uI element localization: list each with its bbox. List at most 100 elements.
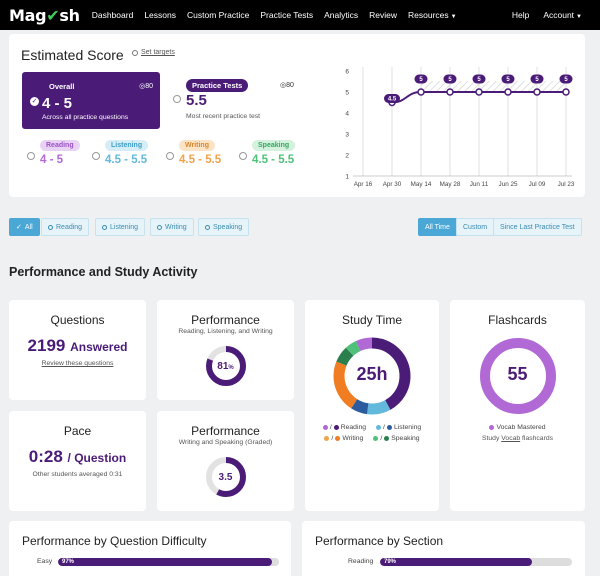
skill-radio[interactable]: [92, 152, 100, 160]
overall-label: Overall: [49, 82, 75, 91]
skill-pill: Listening: [105, 140, 149, 151]
score-point[interactable]: [475, 88, 483, 96]
bar-track: 79%: [380, 558, 572, 566]
section-perf-card: Performance by Section Reading 79%: [302, 521, 585, 576]
performance-ws-card: Performance Writing and Speaking (Graded…: [157, 411, 294, 511]
flashcards-value: 55: [507, 364, 528, 384]
chevron-down-icon: ▼: [450, 14, 457, 20]
filter-listening[interactable]: Listening: [95, 218, 146, 236]
x-tick-label: Apr 30: [383, 181, 402, 188]
performance-ws-value: 3.5: [218, 472, 233, 483]
study-time-title: Study Time: [341, 313, 403, 327]
y-tick-label: 1: [345, 174, 349, 181]
performance-title: Performance: [191, 313, 260, 327]
performance-sub: Reading, Listening, and Writing: [178, 328, 273, 335]
by-section-title: Performance by Section: [315, 534, 444, 548]
point-label-bg: [472, 74, 486, 84]
time-since-last-test[interactable]: Since Last Practice Test: [493, 218, 582, 236]
filter-all[interactable]: ✓ All: [9, 218, 40, 236]
questions-card: Questions 2199 Answered Review these que…: [9, 300, 146, 400]
point-label-bg: [384, 94, 400, 103]
nav-practice-tests[interactable]: Practice Tests: [260, 10, 314, 20]
score-point[interactable]: [562, 88, 570, 96]
pace-sub: Other students averaged 0:31: [32, 471, 123, 478]
legend-listening: / Listening: [376, 424, 421, 431]
nav-help[interactable]: Help: [511, 10, 530, 20]
flashcards-legend: Vocab Mastered: [450, 424, 585, 431]
overall-score-option[interactable]: ✓ Overall ◎80 4 - 5 Across all practice …: [22, 72, 160, 129]
filter-reading[interactable]: Reading: [41, 218, 90, 236]
nav-lessons[interactable]: Lessons: [144, 10, 176, 20]
study-legend-row-2: / Writing / Speaking: [305, 435, 439, 442]
practice-tests-value: 5.5: [186, 92, 207, 109]
skill-radio[interactable]: [239, 152, 247, 160]
difficulty-card: Performance by Question Difficulty Easy …: [9, 521, 291, 576]
point-label: 4.5: [388, 97, 397, 103]
performance-ws-donut: [206, 457, 246, 497]
nav-analytics[interactable]: Analytics: [324, 10, 359, 20]
estimated-score-title: Estimated Score: [21, 47, 124, 63]
pace-value: 0:28 / Question: [28, 447, 127, 466]
logo-check-icon: ✔: [46, 5, 60, 25]
overall-value: 4 - 5: [42, 95, 73, 112]
pace-card: Pace 0:28 / Question Other students aver…: [9, 411, 146, 511]
point-label: 5: [535, 77, 539, 83]
check-icon: ✓: [30, 97, 39, 106]
skill-score: 4.5 - 5.5: [179, 154, 222, 166]
skill-radio[interactable]: [166, 152, 174, 160]
performance-rlw-value: 81%: [217, 361, 234, 372]
legend-writing: / Writing: [324, 435, 363, 442]
pace-title: Pace: [63, 424, 92, 438]
overall-target: ◎80: [139, 83, 153, 90]
nav-resources[interactable]: Resources ▼: [408, 10, 457, 20]
nav-dashboard[interactable]: Dashboard: [91, 10, 134, 20]
skill-score: 4 - 5: [40, 154, 64, 166]
target-icon: [132, 49, 138, 56]
point-label-bg: [530, 74, 544, 84]
point-label-bg: [501, 74, 515, 84]
score-point[interactable]: [533, 88, 541, 96]
score-point[interactable]: [417, 88, 425, 96]
performance-sub: Writing and Speaking (Graded): [178, 439, 273, 446]
nav-account[interactable]: Account ▼: [543, 10, 582, 20]
study-vocab-link[interactable]: Study Vocab flashcards: [481, 435, 554, 442]
nav-custom-practice[interactable]: Custom Practice: [186, 10, 250, 20]
performance-title: Performance: [191, 424, 260, 438]
bar-label: Easy: [37, 558, 53, 565]
legend-speaking: / Speaking: [373, 435, 420, 442]
review-questions-link[interactable]: Review these questions: [41, 360, 114, 367]
questions-count: 2199 Answered: [27, 336, 128, 355]
radio-icon: [102, 224, 107, 230]
x-tick-label: Jun 11: [470, 181, 489, 188]
point-label: 5: [506, 77, 510, 83]
point-label-bg: [443, 74, 457, 84]
difficulty-row-easy: Easy 97%: [9, 558, 291, 567]
section-title: Performance and Study Activity: [9, 265, 198, 279]
section-row-reading: Reading 79%: [302, 558, 585, 567]
score-trend-chart: 6 5 4 3 2 1 Apr 16 Apr 30 May 14 May 28 Jun 11 Jun …: [345, 67, 575, 188]
logo[interactable]: Mag✔sh: [9, 5, 80, 25]
y-tick-label: 4: [345, 111, 349, 118]
skill-score: 4.5 - 5.5: [252, 154, 295, 166]
filter-speaking[interactable]: Speaking: [198, 218, 250, 236]
nav-review[interactable]: Review: [369, 10, 397, 20]
y-tick-label: 2: [345, 153, 349, 160]
study-segment-3: [333, 337, 411, 415]
flashcards-card: Flashcards 55 Vocab Mastered Study Vocab…: [450, 300, 585, 511]
flashcards-donut: [480, 338, 556, 414]
time-all-time[interactable]: All Time: [418, 218, 457, 236]
bar-fill: 97%: [58, 558, 273, 566]
practice-tests-sub: Most recent practice test: [186, 113, 261, 120]
practice-tests-radio[interactable]: [173, 95, 181, 103]
skill-radio[interactable]: [27, 152, 35, 160]
check-icon: ✓: [16, 224, 22, 231]
performance-rlw-card: Performance Reading, Listening, and Writ…: [157, 300, 294, 400]
set-targets-link[interactable]: Set targets: [132, 49, 175, 56]
point-label: 5: [564, 77, 568, 83]
time-custom[interactable]: Custom: [456, 218, 495, 236]
performance-rlw-donut: [206, 346, 246, 386]
filter-writing[interactable]: Writing: [150, 218, 194, 236]
score-point[interactable]: [504, 88, 512, 96]
score-point[interactable]: [446, 88, 454, 96]
bar-fill: 79%: [380, 558, 532, 566]
